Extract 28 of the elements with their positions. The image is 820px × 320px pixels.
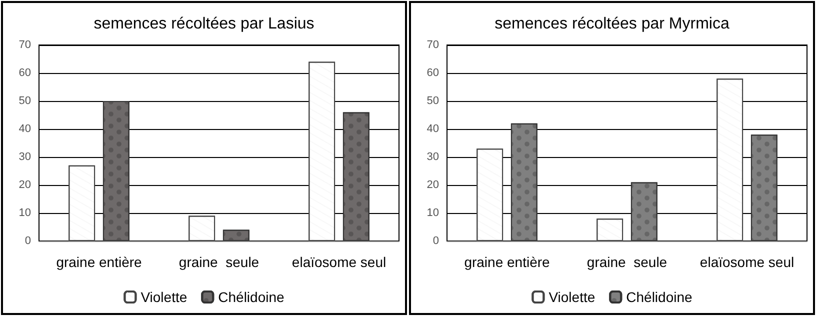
x-tick-label: elaïosome seul [292,254,386,270]
y-tick-label: 40 [18,123,31,135]
legend-label: Chélidoine [626,289,693,305]
y-tick-label: 60 [426,67,439,79]
y-tick-label: 30 [426,151,439,163]
y-tick-label: 70 [426,39,439,51]
y-tick-label: 60 [18,67,31,79]
y-tick-label: 50 [18,95,31,107]
y-tick-label: 50 [426,95,439,107]
legend-label: Violette [548,289,596,305]
y-tick-label: 30 [18,151,31,163]
y-tick-label: 0 [24,235,31,247]
legend-label: Violette [140,289,188,305]
x-tick-label: graine entière [464,254,550,270]
y-tick-label: 0 [432,235,439,247]
x-tick-label: graine seule [586,254,668,270]
y-tick-label: 10 [18,207,31,219]
y-tick-label: 10 [426,207,439,219]
chart-title: semences récoltées par Myrmica [494,16,730,32]
y-tick-label: 20 [18,179,31,191]
x-tick-label: elaïosome seul [700,254,794,270]
chart-title: semences récoltées par Lasius [94,16,314,32]
x-tick-label: graine seule [178,254,260,270]
x-tick-label: graine entière [56,254,142,270]
legend-label: Chélidoine [218,289,285,305]
y-tick-label: 20 [426,179,439,191]
y-tick-label: 40 [426,123,439,135]
y-tick-label: 70 [18,39,31,51]
